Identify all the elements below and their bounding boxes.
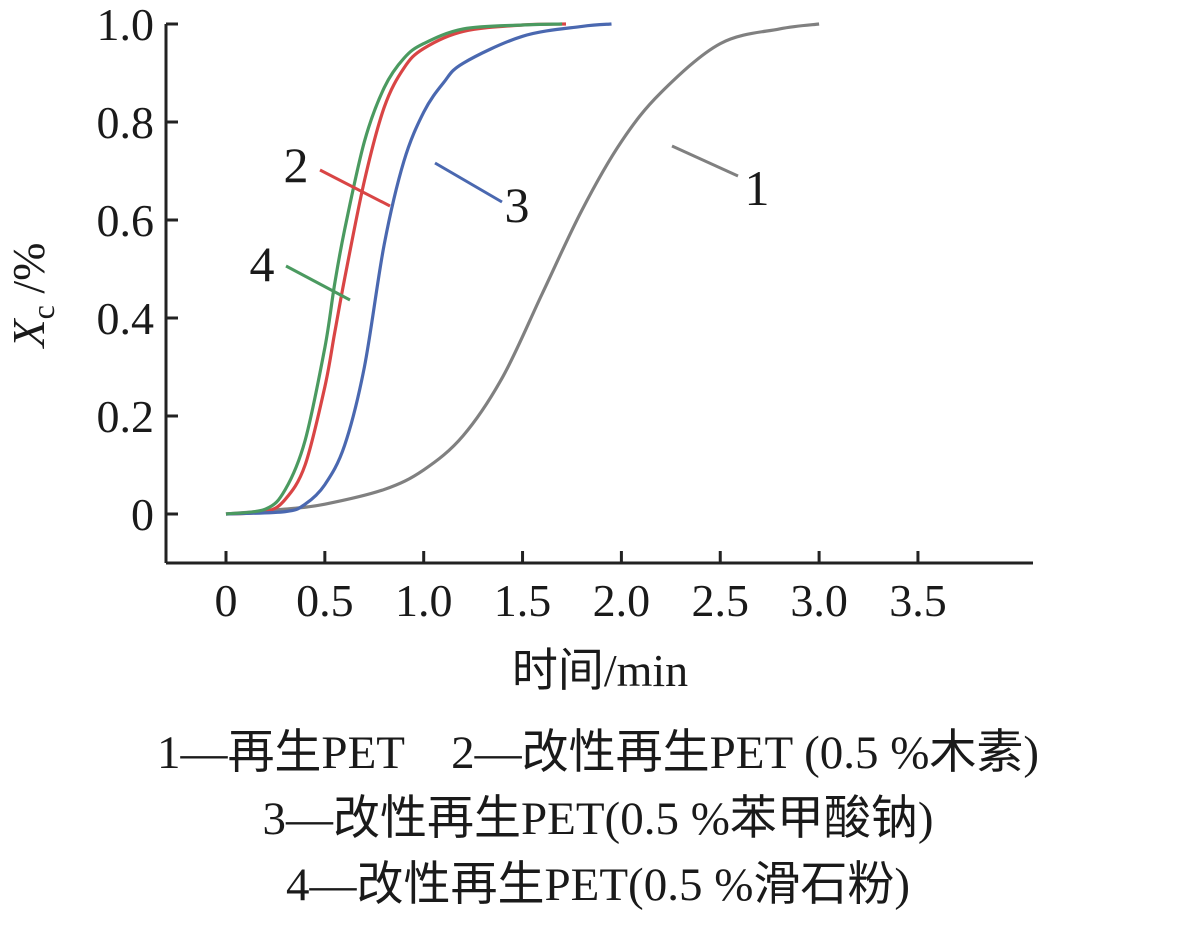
leader-line-4 bbox=[285, 264, 351, 302]
legend-line-2: 3—改性再生PET(0.5 %苯甲酸钠) bbox=[262, 793, 934, 845]
y-axis-unit: /% bbox=[3, 243, 54, 306]
series-line-4 bbox=[225, 22, 563, 516]
x-tick-label: 2.0 bbox=[593, 575, 651, 626]
legend-line-1: 1—再生PET 2—改性再生PET (0.5 %木素) bbox=[156, 727, 1040, 779]
leader-lines bbox=[285, 144, 739, 302]
leader-line-1 bbox=[671, 144, 739, 178]
axes bbox=[164, 24, 1033, 565]
x-ticks: 0 0.5 1.0 1.5 2.0 2.5 3.0 3.5 bbox=[215, 551, 947, 626]
y-axis-symbol: X bbox=[3, 317, 54, 349]
y-tick-label: 0.2 bbox=[97, 391, 155, 442]
y-tick-label: 0.8 bbox=[97, 97, 155, 148]
curves bbox=[225, 22, 820, 516]
y-tick-label: 0 bbox=[131, 489, 154, 540]
x-tick-label: 0 bbox=[215, 575, 238, 626]
x-tick-label: 3.0 bbox=[790, 575, 848, 626]
x-tick-label: 1.0 bbox=[395, 575, 453, 626]
x-axis-title: 时间/min bbox=[512, 645, 688, 696]
leader-line-3 bbox=[434, 161, 503, 204]
x-tick-label: 2.5 bbox=[692, 575, 750, 626]
y-tick-label: 0.4 bbox=[97, 293, 155, 344]
series-line-1 bbox=[225, 22, 820, 516]
y-axis-subscript: c bbox=[25, 305, 61, 319]
y-axis-title: Xc /% bbox=[3, 243, 61, 350]
x-tick-label: 3.5 bbox=[889, 575, 947, 626]
x-tick-label: 1.5 bbox=[494, 575, 552, 626]
leader-line-2 bbox=[319, 168, 391, 208]
x-tick-label: 0.5 bbox=[296, 575, 354, 626]
y-tick-label: 1.0 bbox=[97, 0, 155, 50]
curve-label-1: 1 bbox=[745, 160, 770, 216]
y-ticks: 0 0.2 0.4 0.6 0.8 1.0 bbox=[97, 0, 178, 540]
crystallinity-chart: 0 0.5 1.0 1.5 2.0 2.5 3.0 3.5 00.20.40.60.81.0 … bbox=[3, 0, 1033, 696]
series-line-3 bbox=[225, 22, 612, 516]
series-line-2 bbox=[225, 22, 567, 516]
curve-label-3: 3 bbox=[505, 177, 530, 233]
curve-label-2: 2 bbox=[284, 137, 309, 193]
curve-labels: 1 2 3 4 bbox=[250, 137, 770, 292]
legend-line-3: 4—改性再生PET(0.5 %滑石粉) bbox=[285, 859, 910, 911]
y-tick-label: 0.6 bbox=[97, 195, 155, 246]
curve-label-4: 4 bbox=[250, 236, 275, 292]
